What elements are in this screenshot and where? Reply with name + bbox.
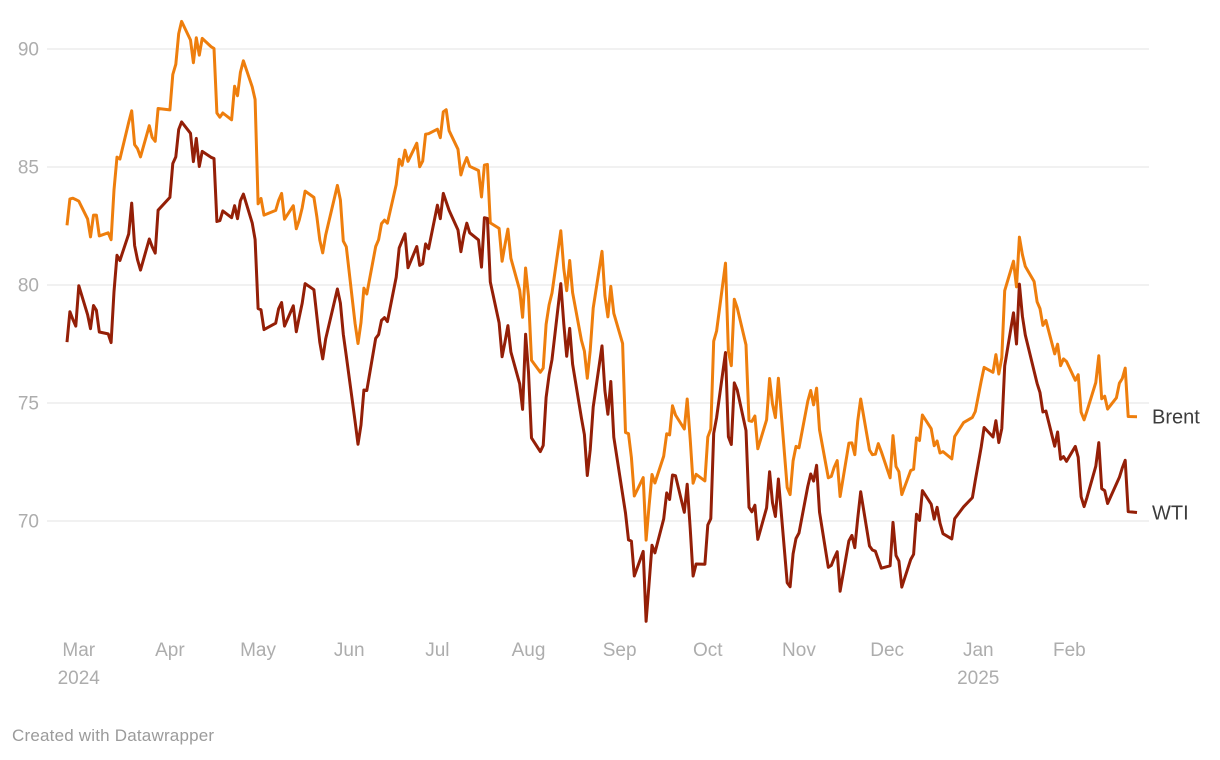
series-line-brent (65, 19, 1138, 542)
line-chart-svg: 70 75 80 85 90 Mar 2024 Apr May Jun Jul Aug Sep Oct No… (18, 19, 1200, 689)
x-tick-label: Jul (425, 640, 449, 661)
y-tick-label: 70 (18, 512, 39, 533)
x-tick-label: Apr (155, 640, 185, 661)
y-tick-label: 75 (18, 394, 39, 415)
datawrapper-credit: Created with Datawrapper (12, 726, 215, 745)
x-tick-label: Oct (693, 640, 723, 661)
x-tick-label: Mar (62, 640, 95, 661)
x-tick-label: May (240, 640, 276, 661)
x-tick-label: Nov (782, 640, 816, 661)
x-tick-label: Jun (334, 640, 365, 661)
y-tick-label: 90 (18, 40, 39, 61)
line-chart: 70 75 80 85 90 Mar 2024 Apr May Jun Jul Aug Sep Oct No… (18, 19, 1200, 689)
x-tick-label: Feb (1053, 640, 1086, 661)
series-label-wti: WTI (1152, 503, 1189, 525)
x-tick-year-label: 2025 (957, 668, 999, 689)
y-tick-label: 80 (18, 276, 39, 297)
y-tick-label: 85 (18, 158, 39, 179)
x-tick-label: Jan (963, 640, 994, 661)
x-tick-label: Aug (512, 640, 546, 661)
x-tick-label: Dec (870, 640, 904, 661)
x-tick-label: Sep (603, 640, 637, 661)
series-line-wti (65, 120, 1138, 623)
x-tick-year-label: 2024 (58, 668, 101, 689)
series-label-brent: Brent (1152, 407, 1200, 429)
